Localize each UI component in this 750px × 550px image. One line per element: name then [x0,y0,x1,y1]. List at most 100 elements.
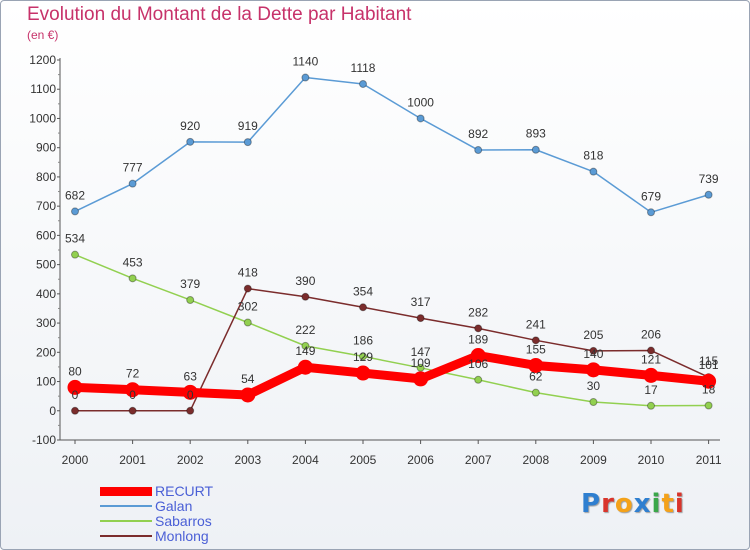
legend-label: Monlong [155,528,209,544]
data-point-sabarros [359,352,367,361]
data-point-sabarros [416,363,425,372]
data-point-recurt [355,365,371,381]
y-tick-label: 700 [36,199,56,213]
data-point-recurt [182,384,198,400]
data-label-monlong: 206 [641,328,661,342]
data-label-recurt: 54 [241,372,255,386]
data-point-sabarros [301,341,310,350]
data-label-recurt: 72 [126,367,140,381]
x-tick-label: 2010 [638,453,665,467]
logo-letter: r [601,489,615,519]
x-tick-label: 2011 [696,453,722,467]
legend-label: RECURT [155,483,214,499]
data-label-monlong: 317 [411,295,431,309]
data-point-monlong [474,324,483,333]
series-line-recurt [70,351,714,400]
series-line-sabarros [74,253,710,407]
y-tick-label: 500 [36,258,56,272]
data-label-sabarros: 222 [295,323,315,337]
data-label-sabarros: 379 [180,277,200,291]
data-point-monlong [589,346,598,355]
data-label-galan: 892 [468,127,488,141]
legend-swatch [100,487,152,496]
data-point-recurt [585,362,601,378]
data-point-sabarros [531,388,540,397]
data-point-sabarros [128,274,137,283]
logo-letter: x [633,489,652,519]
data-point-galan [589,167,598,176]
data-point-sabarros [647,401,655,410]
y-tick-label: 600 [36,228,56,242]
data-label-galan: 920 [180,119,200,133]
data-label-recurt: 149 [295,344,315,358]
y-tick-label: 1100 [30,82,56,96]
data-point-recurt [67,379,83,395]
chart-subtitle: (en €) [27,28,59,42]
x-tick-label: 2005 [350,453,377,467]
legend-swatch [100,520,152,522]
logo-letter: i [674,489,685,519]
data-label-recurt: 129 [353,350,373,364]
x-tick-label: 2000 [62,453,89,467]
data-label-galan: 682 [65,188,85,202]
data-label-recurt: 109 [411,356,431,370]
data-label-monlong: 282 [468,305,488,319]
data-label-galan: 679 [641,189,661,203]
data-label-sabarros: 30 [587,379,601,393]
data-point-recurt [297,359,313,375]
data-label-sabarros: 106 [468,357,488,371]
proxiti-logo: Proxiti [581,489,685,519]
data-point-monlong [186,406,195,415]
data-label-monlong: 0 [187,388,194,402]
data-point-monlong [71,406,79,415]
data-point-galan [531,145,540,154]
y-tick-label: 1000 [29,111,56,125]
data-label-sabarros: 302 [238,299,258,313]
x-tick-label: 2001 [119,453,146,467]
data-label-monlong: 115 [699,354,718,368]
data-label-recurt: 121 [641,352,661,366]
data-point-sabarros [704,401,713,410]
x-tick-label: 2006 [407,453,434,467]
data-point-recurt [528,357,544,373]
chart-title: Evolution du Montant de la Dette par Hab… [27,4,412,25]
data-point-galan [647,208,655,217]
data-point-monlong [647,346,655,355]
legend-label: Sabarros [155,513,212,529]
data-point-monlong [416,314,425,323]
data-point-recurt [701,373,717,389]
legend-label: Galan [155,498,193,514]
data-label-galan: 1000 [407,95,434,109]
x-tick-label: 2009 [580,453,607,467]
data-point-monlong [359,303,367,312]
data-label-sabarros: 186 [353,333,373,347]
y-tick-label: 1200 [29,53,56,67]
data-label-sabarros: 62 [529,370,543,384]
y-tick-label: 100 [36,375,56,389]
x-tick-label: 2007 [465,453,492,467]
y-tick-label: 300 [36,316,56,330]
data-label-galan: 777 [123,161,143,175]
y-tick-label: 200 [36,345,56,359]
data-point-galan [243,138,252,147]
y-tick-label: 400 [36,287,56,301]
data-point-galan [704,190,713,199]
data-point-recurt [643,367,659,383]
data-label-monlong: 241 [526,317,546,331]
data-point-monlong [531,336,540,345]
data-label-sabarros: 17 [644,383,658,397]
x-tick-label: 2002 [177,453,204,467]
data-point-galan [186,137,195,146]
data-label-galan: 1118 [351,61,376,75]
data-label-galan: 1140 [292,55,318,69]
data-point-galan [301,73,310,82]
x-tick-label: 2004 [292,453,319,467]
data-point-monlong [301,292,310,301]
data-label-galan: 739 [699,172,719,186]
logo-letter: P [581,489,602,519]
data-label-sabarros: 147 [411,345,431,359]
data-label-galan: 893 [526,127,546,141]
data-label-monlong: 0 [129,388,136,402]
data-label-recurt: 140 [583,347,603,361]
data-point-galan [359,79,367,88]
